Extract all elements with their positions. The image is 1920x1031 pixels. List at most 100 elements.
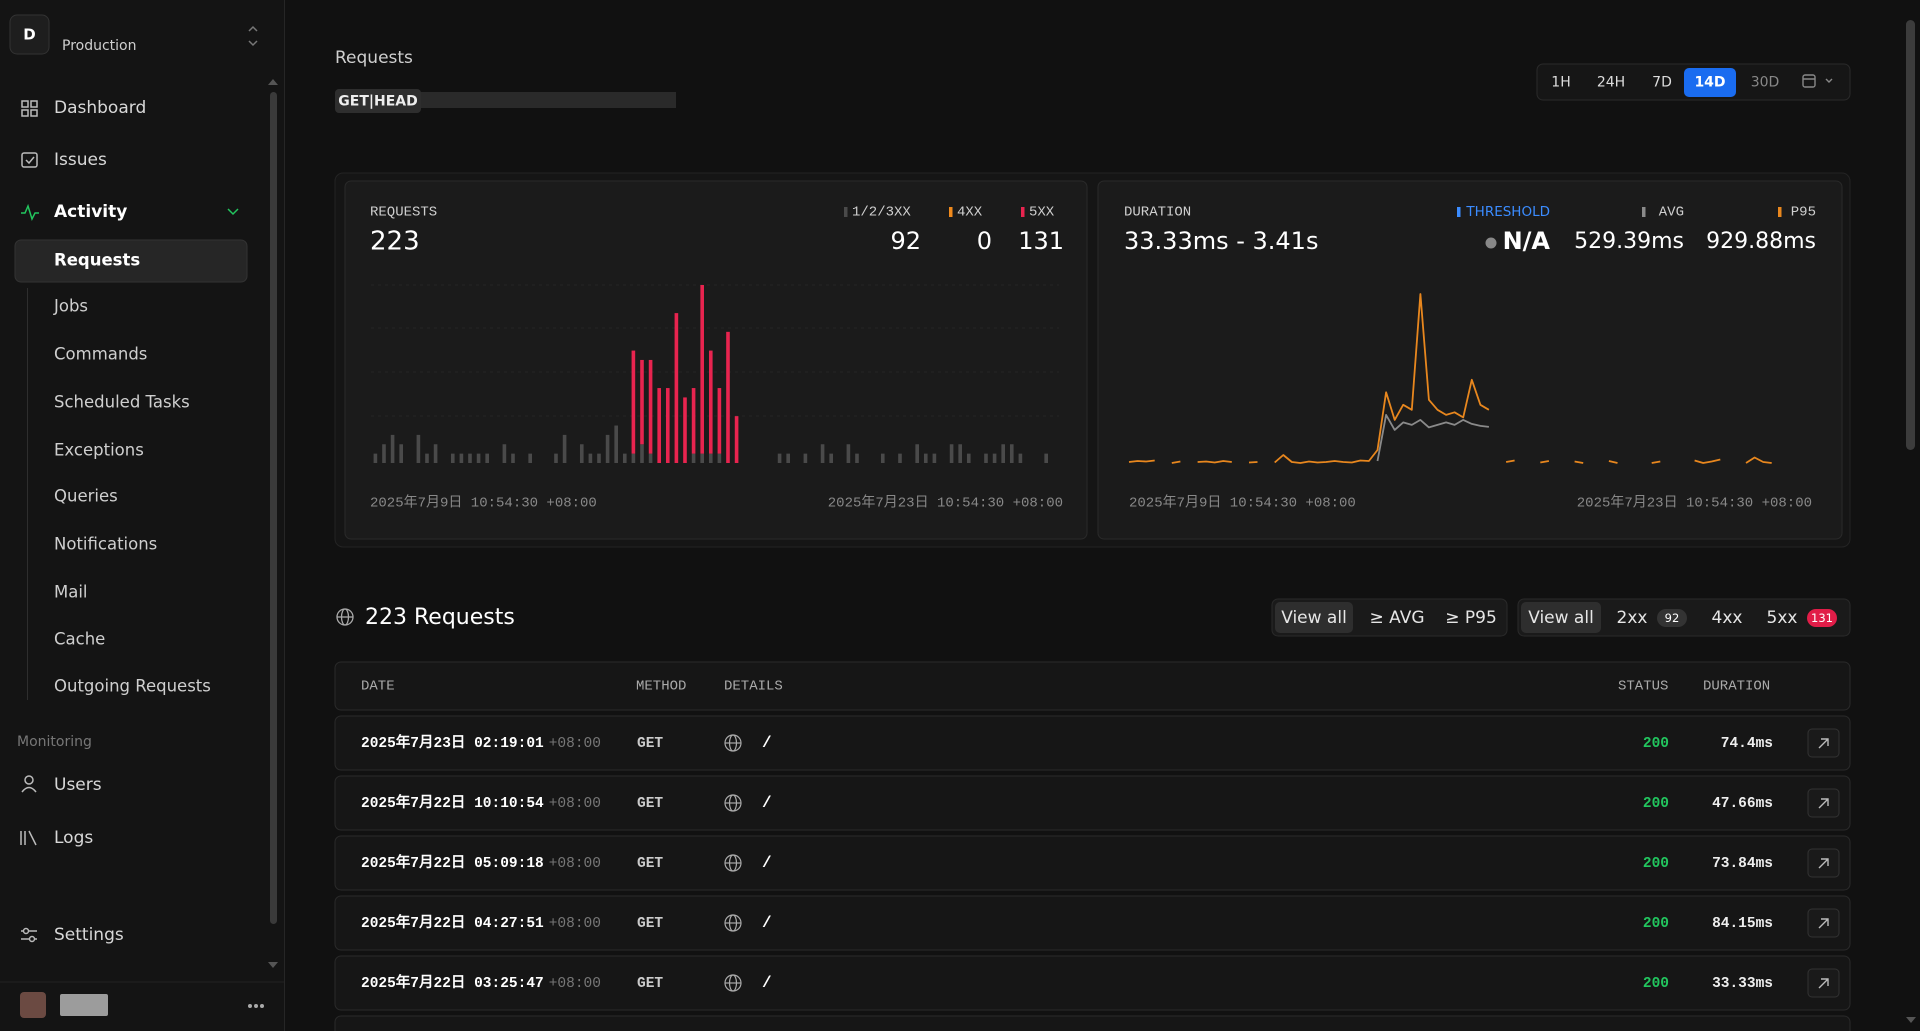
range-button[interactable]: 30D <box>1751 75 1780 91</box>
bar <box>502 444 507 463</box>
table-row[interactable] <box>334 835 1851 891</box>
row-status: 200 <box>1643 796 1669 812</box>
row-status: 200 <box>1643 916 1669 932</box>
org-switch-icon[interactable] <box>248 25 258 47</box>
filter-button[interactable]: View all <box>1281 608 1347 628</box>
range-button[interactable]: 24H <box>1597 75 1625 91</box>
bar <box>648 453 653 463</box>
bar <box>966 453 971 463</box>
nav-item[interactable]: Issues <box>54 150 107 170</box>
nav-item[interactable]: Activity <box>54 202 127 222</box>
method-badge: GET|HEAD <box>338 94 417 110</box>
row-open-icon <box>1818 798 1829 809</box>
date-text: 2025年7月22日 10:10:54 <box>361 793 544 812</box>
calendar-icon[interactable] <box>1802 74 1833 88</box>
filter-button[interactable]: View all <box>1528 608 1594 628</box>
bar <box>631 453 636 463</box>
page-scrollbar[interactable] <box>1906 20 1915 450</box>
card-label: DURATION <box>1124 205 1191 221</box>
legend-total: 929.88ms <box>1706 229 1816 254</box>
dashboard-icon <box>30 109 38 117</box>
table-row[interactable] <box>334 895 1851 951</box>
filter-button[interactable]: ≥ AVG <box>1370 608 1425 628</box>
row-open-icon <box>1818 918 1829 929</box>
users-icon <box>21 786 37 793</box>
bar <box>622 453 627 463</box>
column-header: STATUS <box>1618 679 1668 695</box>
range-button[interactable]: 1H <box>1551 75 1570 91</box>
dashboard-icon <box>21 100 29 108</box>
menu-dot <box>248 1004 252 1008</box>
bar <box>665 388 670 463</box>
table-row[interactable] <box>334 955 1851 1011</box>
legend-label: 5XX <box>1029 205 1055 221</box>
nav-subitem[interactable]: Requests <box>54 251 140 270</box>
row-globe <box>724 794 742 812</box>
table-row[interactable] <box>334 775 1851 831</box>
bar <box>416 434 421 463</box>
tz-text: +08:00 <box>549 736 601 752</box>
row-status: 200 <box>1643 856 1669 872</box>
bar <box>915 444 919 463</box>
row-globe <box>724 914 742 932</box>
bar <box>717 388 722 454</box>
legend-swatch <box>949 207 953 217</box>
date-text: 2025年7月22日 04:27:51 <box>361 913 544 932</box>
sidebar-scrollbar[interactable] <box>270 92 277 924</box>
legend-swatch <box>1642 207 1646 217</box>
date-text: 2025年7月22日 03:25:47 <box>361 973 544 992</box>
nav-active-bg <box>14 239 248 283</box>
issues-icon <box>25 156 35 165</box>
range-button[interactable]: 14D <box>1694 75 1725 91</box>
filter-button[interactable]: 4xx <box>1712 608 1743 628</box>
bar <box>898 453 902 463</box>
filter-button[interactable]: ≥ P95 <box>1445 608 1497 628</box>
range-button[interactable]: 7D <box>1652 75 1672 91</box>
bar <box>614 425 618 463</box>
chart-guides <box>371 284 1059 417</box>
settings-icon <box>28 935 36 943</box>
nav-item[interactable]: Logs <box>54 828 93 848</box>
bar <box>700 285 704 454</box>
nav-subitem[interactable]: Exceptions <box>54 441 144 460</box>
menu-dot <box>254 1004 258 1008</box>
nav-item[interactable]: Settings <box>54 925 124 945</box>
chart-start-date: 2025年7月9日 10:54:30 +08:00 <box>1129 495 1356 512</box>
nav-subitem[interactable]: Mail <box>54 583 88 602</box>
dashboard-icon <box>30 100 38 108</box>
bar <box>468 453 472 463</box>
url-redacted <box>416 92 676 108</box>
list-title: 223 Requests <box>365 605 515 630</box>
bar <box>726 331 730 463</box>
row-date: 2025年7月22日 10:10:54 +08:00 <box>361 793 601 812</box>
menu-dot <box>260 1004 264 1008</box>
org-avatar[interactable] <box>9 14 50 55</box>
user-avatar[interactable] <box>20 992 46 1018</box>
filter-button[interactable]: 5xx <box>1767 608 1798 628</box>
user-menu[interactable] <box>248 1004 264 1008</box>
bar <box>433 444 438 463</box>
bar <box>425 453 429 463</box>
row-date: 2025年7月22日 03:25:47 +08:00 <box>361 973 601 992</box>
filter-button[interactable]: 2xx <box>1617 608 1648 628</box>
nav-item[interactable]: Dashboard <box>54 98 146 118</box>
table-row[interactable] <box>334 715 1851 771</box>
row-status: 200 <box>1643 976 1669 992</box>
nav-subitem[interactable]: Jobs <box>53 297 88 316</box>
list-icon <box>336 608 354 626</box>
column-header: METHOD <box>636 679 686 695</box>
nav-subitem[interactable]: Outgoing Requests <box>54 677 211 696</box>
nav-subitem[interactable]: Queries <box>54 487 118 506</box>
nav-subitem[interactable]: Cache <box>54 630 105 649</box>
bar <box>958 444 962 463</box>
nav-subitem[interactable]: Commands <box>54 345 147 364</box>
legend-label: 4XX <box>957 205 983 221</box>
nav-subitem[interactable]: Scheduled Tasks <box>54 393 190 412</box>
bar <box>949 444 954 463</box>
bar <box>648 359 653 454</box>
legend-total: N/A <box>1503 227 1551 255</box>
nav-item[interactable]: Users <box>54 775 102 795</box>
nav-subitem[interactable]: Notifications <box>54 535 157 554</box>
card-label: REQUESTS <box>370 205 437 221</box>
